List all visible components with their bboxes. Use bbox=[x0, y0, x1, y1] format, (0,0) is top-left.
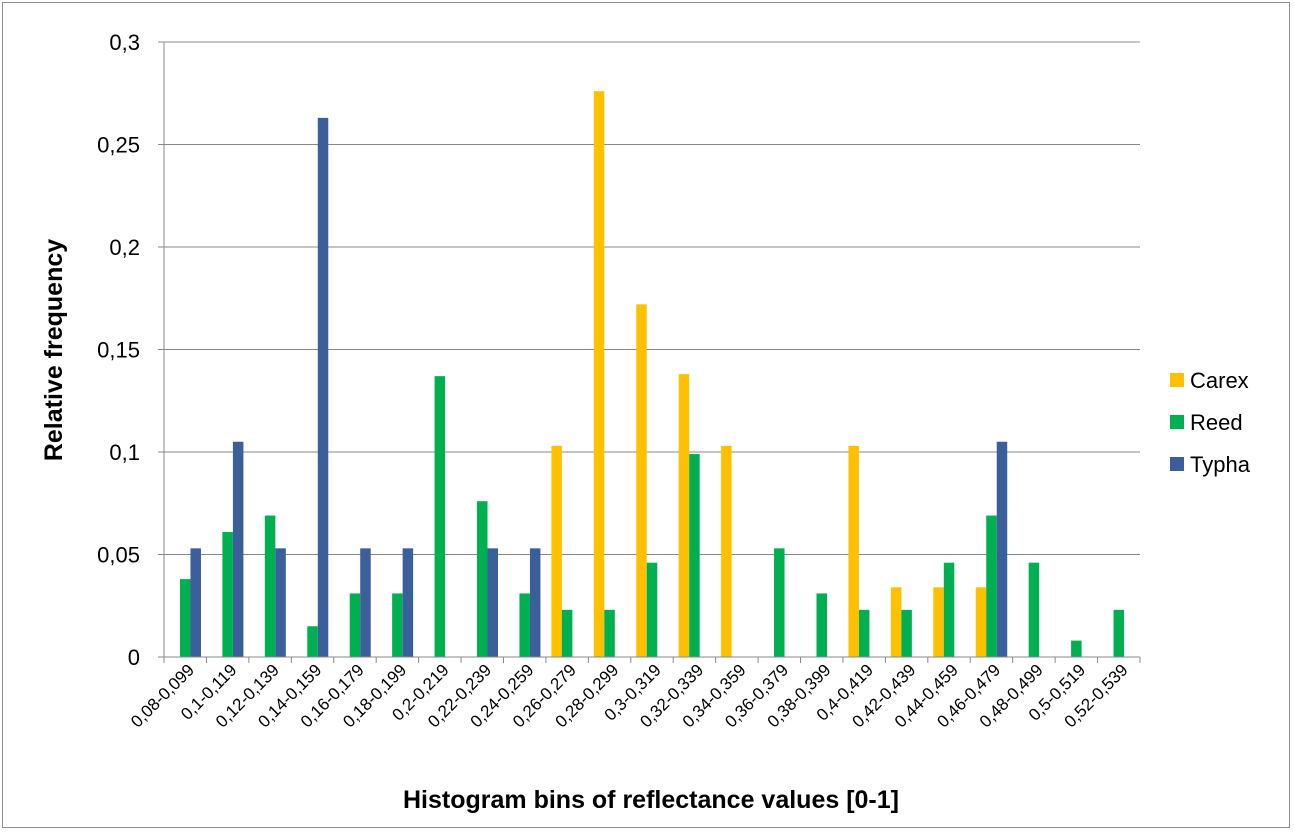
bar-reed bbox=[1071, 640, 1082, 657]
legend-swatch-reed bbox=[1170, 415, 1184, 429]
bars bbox=[179, 91, 1125, 658]
bar-carex bbox=[678, 374, 690, 657]
bar-typha bbox=[487, 548, 499, 657]
bar-reed bbox=[434, 376, 446, 657]
bar-reed bbox=[943, 562, 955, 657]
bar-reed bbox=[1028, 562, 1040, 657]
bar-typha bbox=[190, 548, 201, 657]
legend-swatch-typha bbox=[1170, 457, 1184, 471]
bar-carex bbox=[848, 445, 859, 657]
bar-reed bbox=[774, 548, 785, 657]
bar-reed bbox=[561, 609, 573, 657]
bar-reed bbox=[179, 579, 191, 657]
bar-carex bbox=[593, 91, 605, 657]
bar-reed bbox=[222, 531, 233, 657]
y-axis-title: Relative frequency bbox=[40, 239, 68, 461]
bar-carex bbox=[721, 445, 732, 657]
bar-carex bbox=[975, 587, 987, 657]
legend-label: Typha bbox=[1190, 452, 1251, 477]
bar-typha bbox=[402, 548, 414, 657]
y-axis-ticks: 0 0,05 0,1 0,15 0,2 0,25 0,3 bbox=[97, 30, 164, 670]
bar-reed bbox=[646, 562, 658, 657]
bar-typha bbox=[529, 548, 541, 657]
bar-reed bbox=[264, 515, 276, 657]
y-tick-label: 0,1 bbox=[109, 440, 140, 465]
bar-carex bbox=[890, 587, 902, 657]
bar-carex bbox=[636, 304, 647, 657]
legend-label: Reed bbox=[1190, 410, 1243, 435]
bar-reed bbox=[519, 593, 530, 657]
bar-reed bbox=[986, 515, 997, 657]
y-tick-label: 0,25 bbox=[97, 133, 140, 158]
bar-reed bbox=[901, 609, 912, 657]
legend-swatch-carex bbox=[1170, 373, 1184, 387]
y-tick-label: 0,05 bbox=[97, 543, 140, 568]
bar-reed bbox=[689, 454, 700, 657]
y-tick-label: 0,15 bbox=[97, 338, 140, 363]
x-axis-title: Histogram bins of reflectance values [0-… bbox=[403, 786, 899, 814]
bar-typha bbox=[232, 441, 244, 657]
y-tick-label: 0,2 bbox=[109, 235, 140, 260]
y-tick-label: 0 bbox=[128, 645, 140, 670]
bar-typha bbox=[317, 117, 329, 658]
axes bbox=[163, 42, 1140, 658]
bar-carex bbox=[551, 445, 562, 657]
bar-typha bbox=[996, 441, 1008, 657]
bar-reed bbox=[858, 609, 870, 657]
legend: Carex Reed Typha bbox=[1170, 368, 1251, 477]
bar-reed bbox=[349, 593, 361, 657]
bar-reed bbox=[307, 626, 318, 657]
bar-carex bbox=[933, 587, 944, 657]
bar-reed bbox=[392, 593, 403, 657]
y-tick-label: 0,3 bbox=[109, 30, 140, 55]
bar-typha bbox=[275, 548, 286, 657]
x-axis-ticks: 0,08-0,0990,1-0,1190,12-0,1390,14-0,1590… bbox=[127, 657, 1141, 731]
bar-typha bbox=[360, 548, 371, 657]
bar-reed bbox=[1113, 609, 1125, 657]
legend-label: Carex bbox=[1190, 368, 1249, 393]
bar-reed bbox=[477, 501, 488, 657]
bar-reed bbox=[816, 593, 827, 657]
gridlines bbox=[164, 41, 1140, 555]
bar-reed bbox=[604, 609, 615, 657]
